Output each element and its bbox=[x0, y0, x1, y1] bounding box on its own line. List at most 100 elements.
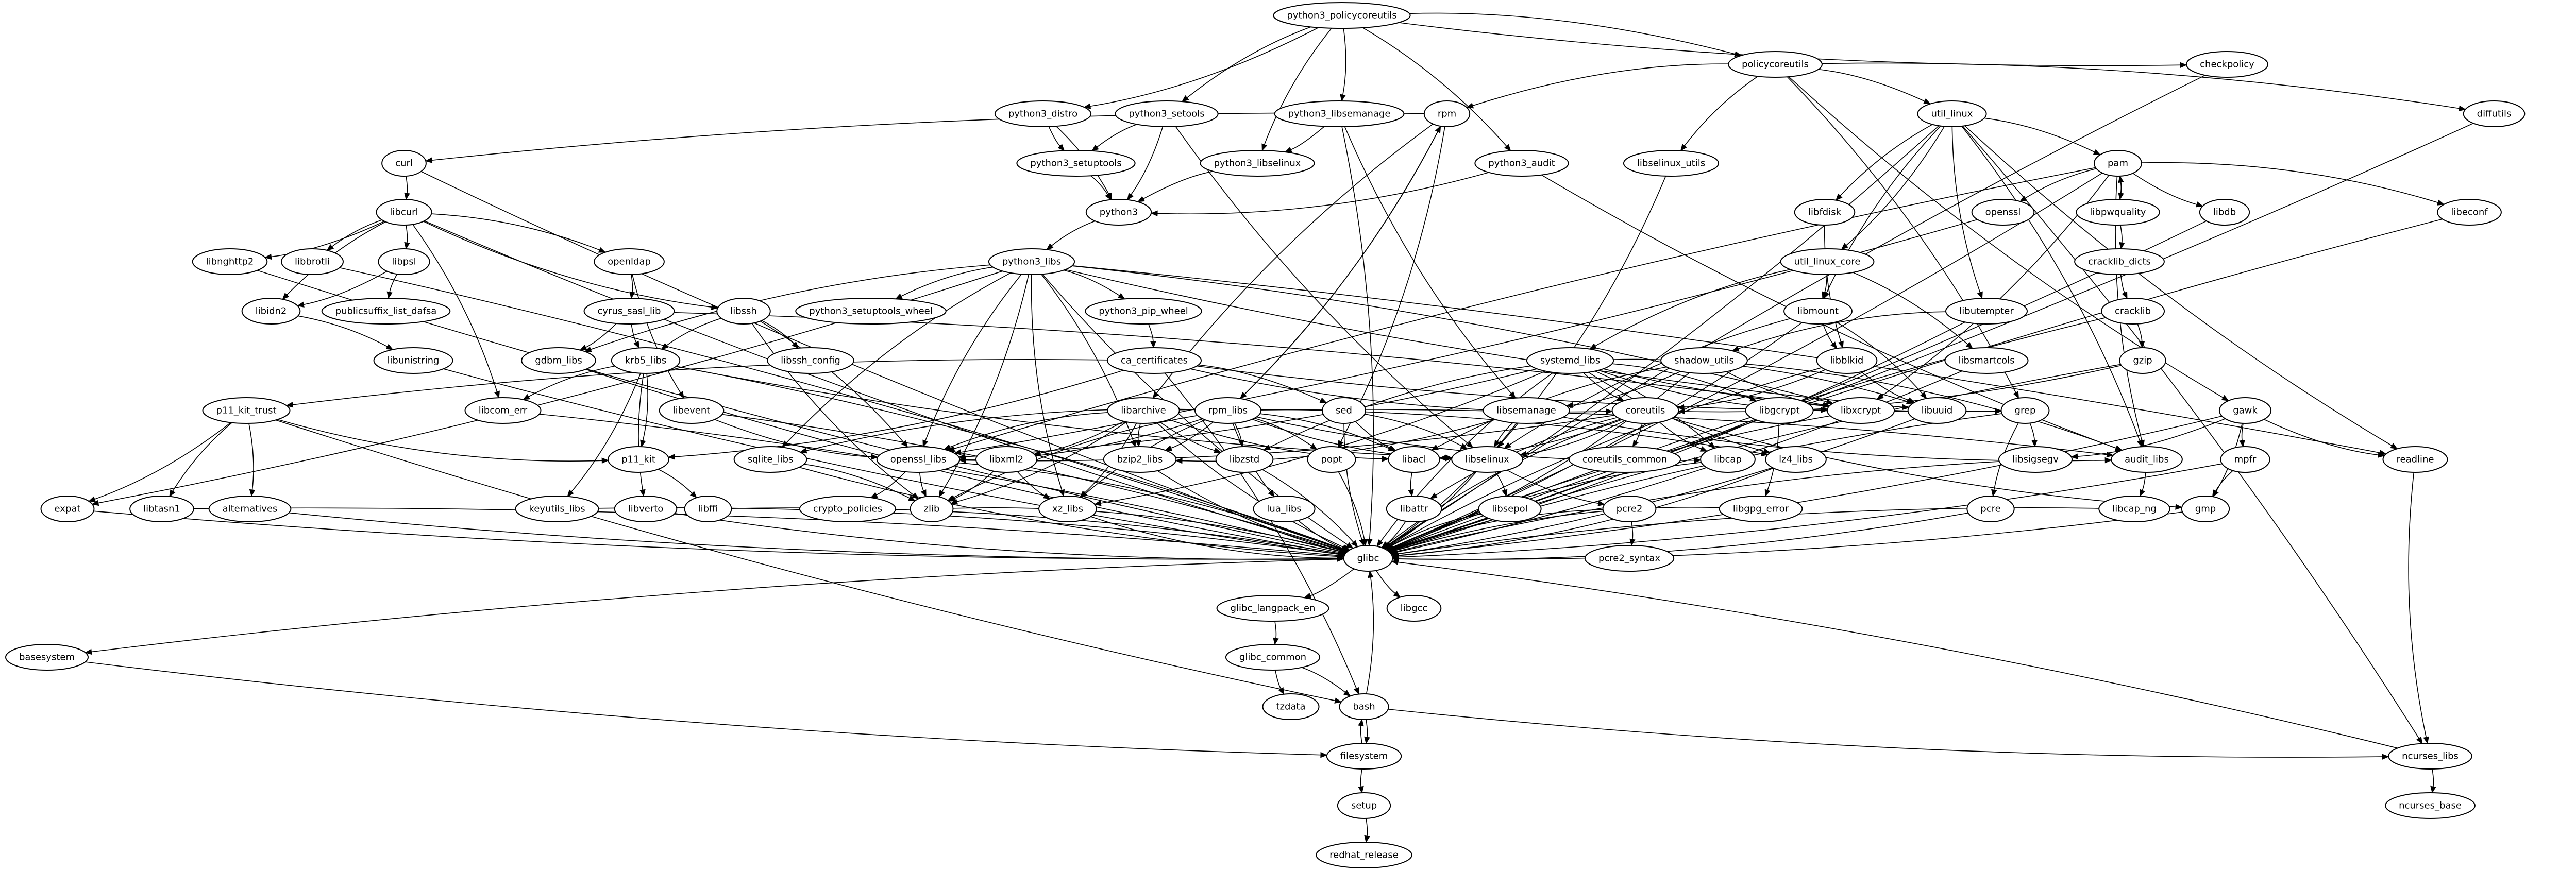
node-ellipse bbox=[1917, 100, 1987, 127]
arrowhead-icon bbox=[1351, 540, 1358, 548]
node-ellipse bbox=[1388, 446, 1440, 473]
edge-glibc-common-to-bash bbox=[1301, 667, 1346, 693]
node-label: basesystem bbox=[19, 652, 75, 663]
node-label: glibc bbox=[1357, 553, 1379, 564]
arrowhead-icon bbox=[1353, 687, 1359, 695]
node-ellipse bbox=[799, 496, 897, 522]
edge-python3-libs-to-sqlite-libs bbox=[786, 272, 1011, 443]
arrowhead-icon bbox=[1358, 785, 1364, 794]
arrowhead-icon bbox=[2437, 199, 2445, 206]
node-label: python3_setuptools_wheel bbox=[809, 306, 933, 317]
arrowhead-icon bbox=[1309, 443, 1318, 450]
edge-policycoreutils-to-rpm bbox=[1472, 63, 1729, 106]
arrowhead-icon bbox=[2212, 489, 2218, 498]
edge-rpm-libs-to-libacl bbox=[1260, 413, 1390, 449]
node-cracklib: cracklib bbox=[2100, 298, 2165, 325]
edge-ca-certificates-to-p11-kit bbox=[674, 370, 1124, 457]
arrowhead-icon bbox=[1994, 408, 2002, 414]
edge-libmount-to-libblkid bbox=[1822, 323, 1833, 344]
edge-pcre2-to-pcre2-syntax bbox=[1631, 521, 1634, 540]
edge-python3-to-python3-libs bbox=[1051, 220, 1096, 246]
edge-libgpg-error-to-glibc bbox=[1395, 507, 1720, 551]
node-ellipse bbox=[2074, 248, 2165, 275]
arrowhead-icon bbox=[870, 492, 878, 498]
arrowhead-icon bbox=[947, 494, 955, 501]
edge-policycoreutils-to-diffutils bbox=[1822, 62, 2460, 109]
arrowhead-icon bbox=[1391, 559, 1399, 566]
edge-glibc-langpack-en-to-glibc-common bbox=[1274, 621, 1277, 639]
arrowhead-icon bbox=[1494, 439, 1501, 448]
node-ellipse bbox=[1826, 397, 1895, 424]
node-basesystem: basesystem bbox=[5, 644, 89, 671]
node-label: python3_distro bbox=[1008, 109, 1077, 119]
node-label: alternatives bbox=[223, 504, 278, 515]
edge-bash-to-ncurses-libs bbox=[1388, 709, 2383, 758]
edge-audit-libs-to-libcap-ng bbox=[2142, 472, 2146, 491]
arrowhead-icon bbox=[404, 242, 410, 250]
edge-python3-policycoreutils-to-python3-distro bbox=[1090, 27, 1319, 107]
node-libcom-err: libcom_err bbox=[464, 397, 542, 424]
node-pam: pam bbox=[2094, 150, 2142, 177]
node-ellipse bbox=[1526, 347, 1614, 374]
arrowhead-icon bbox=[249, 489, 256, 497]
node-pcre2-syntax: pcre2_syntax bbox=[1584, 545, 1675, 572]
node-libcurl: libcurl bbox=[376, 199, 432, 226]
node-label: pcre2 bbox=[1617, 504, 1643, 515]
edge-p11-kit-to-libffi bbox=[658, 469, 693, 494]
edge-libacl-to-libattr bbox=[1410, 472, 1412, 490]
edge-glibc-to-basesystem bbox=[91, 558, 1344, 653]
edge-pam-to-openssl-libs bbox=[953, 167, 2096, 449]
arrowhead-icon bbox=[1408, 489, 1414, 497]
node-label: grep bbox=[2015, 405, 2036, 416]
arrowhead-icon bbox=[1130, 439, 1136, 448]
node-ellipse bbox=[1038, 496, 1097, 522]
edge-python3-setuptools-to-python3 bbox=[1090, 175, 1108, 195]
edge-coreutils-to-libattr bbox=[1435, 417, 1618, 496]
edge-openldap-to-cyrus-sasl-lib bbox=[631, 274, 633, 293]
arrowhead-icon bbox=[598, 247, 606, 253]
node-ellipse bbox=[608, 446, 669, 473]
arrowhead-icon bbox=[667, 454, 675, 460]
edge-util-linux-to-util-linux-core bbox=[1846, 126, 1945, 246]
node-label: python3_libs bbox=[1002, 257, 1061, 267]
node-label: systemd_libs bbox=[1540, 355, 1600, 366]
arrowhead-icon bbox=[2390, 442, 2398, 449]
node-curl: curl bbox=[381, 150, 427, 177]
arrowhead-icon bbox=[2019, 195, 2027, 202]
node-libzstd: libzstd bbox=[1215, 446, 1274, 473]
node-label: libevent bbox=[673, 405, 711, 416]
edge-bzip2-libs-to-glibc bbox=[1157, 470, 1340, 552]
arrowhead-icon bbox=[1617, 395, 1625, 401]
node-label: gmp bbox=[2195, 504, 2216, 515]
node-label: libverto bbox=[628, 504, 664, 515]
arrowhead-icon bbox=[1680, 144, 1687, 151]
edge-shadow-utils-to-libsemanage bbox=[1572, 371, 1681, 406]
edge-util-linux-to-readline bbox=[1964, 125, 2393, 446]
node-ellipse bbox=[1423, 100, 1471, 127]
node-ellipse bbox=[373, 347, 453, 374]
arrowhead-icon bbox=[1606, 408, 1613, 415]
node-expat: expat bbox=[40, 496, 95, 522]
node-label: python3_libsemanage bbox=[1288, 109, 1391, 119]
arrowhead-icon bbox=[1268, 489, 1275, 498]
node-gmp: gmp bbox=[2181, 496, 2230, 522]
node-label: gdbm_libs bbox=[535, 355, 582, 366]
node-ellipse bbox=[376, 199, 432, 226]
edge-libpwquality-to-pam bbox=[2119, 182, 2122, 200]
node-python3: python3 bbox=[1085, 199, 1152, 226]
arrowhead-icon bbox=[1273, 637, 1279, 645]
node-label: libssh_config bbox=[781, 355, 840, 366]
edge-grep-to-glibc bbox=[1394, 413, 2002, 551]
node-label: diffutils bbox=[2477, 109, 2512, 119]
arrowhead-icon bbox=[2013, 391, 2019, 399]
node-ellipse bbox=[2094, 150, 2142, 177]
node-label: libunistring bbox=[388, 355, 440, 366]
arrowhead-icon bbox=[1761, 450, 1769, 457]
node-ellipse bbox=[2199, 199, 2250, 226]
node-label: tzdata bbox=[1276, 702, 1305, 712]
arrowhead-icon bbox=[2221, 395, 2229, 401]
node-ellipse bbox=[1085, 199, 1152, 226]
node-rpm: rpm bbox=[1423, 100, 1471, 127]
arrowhead-icon bbox=[2139, 341, 2145, 349]
arrowhead-icon bbox=[1340, 94, 1346, 102]
